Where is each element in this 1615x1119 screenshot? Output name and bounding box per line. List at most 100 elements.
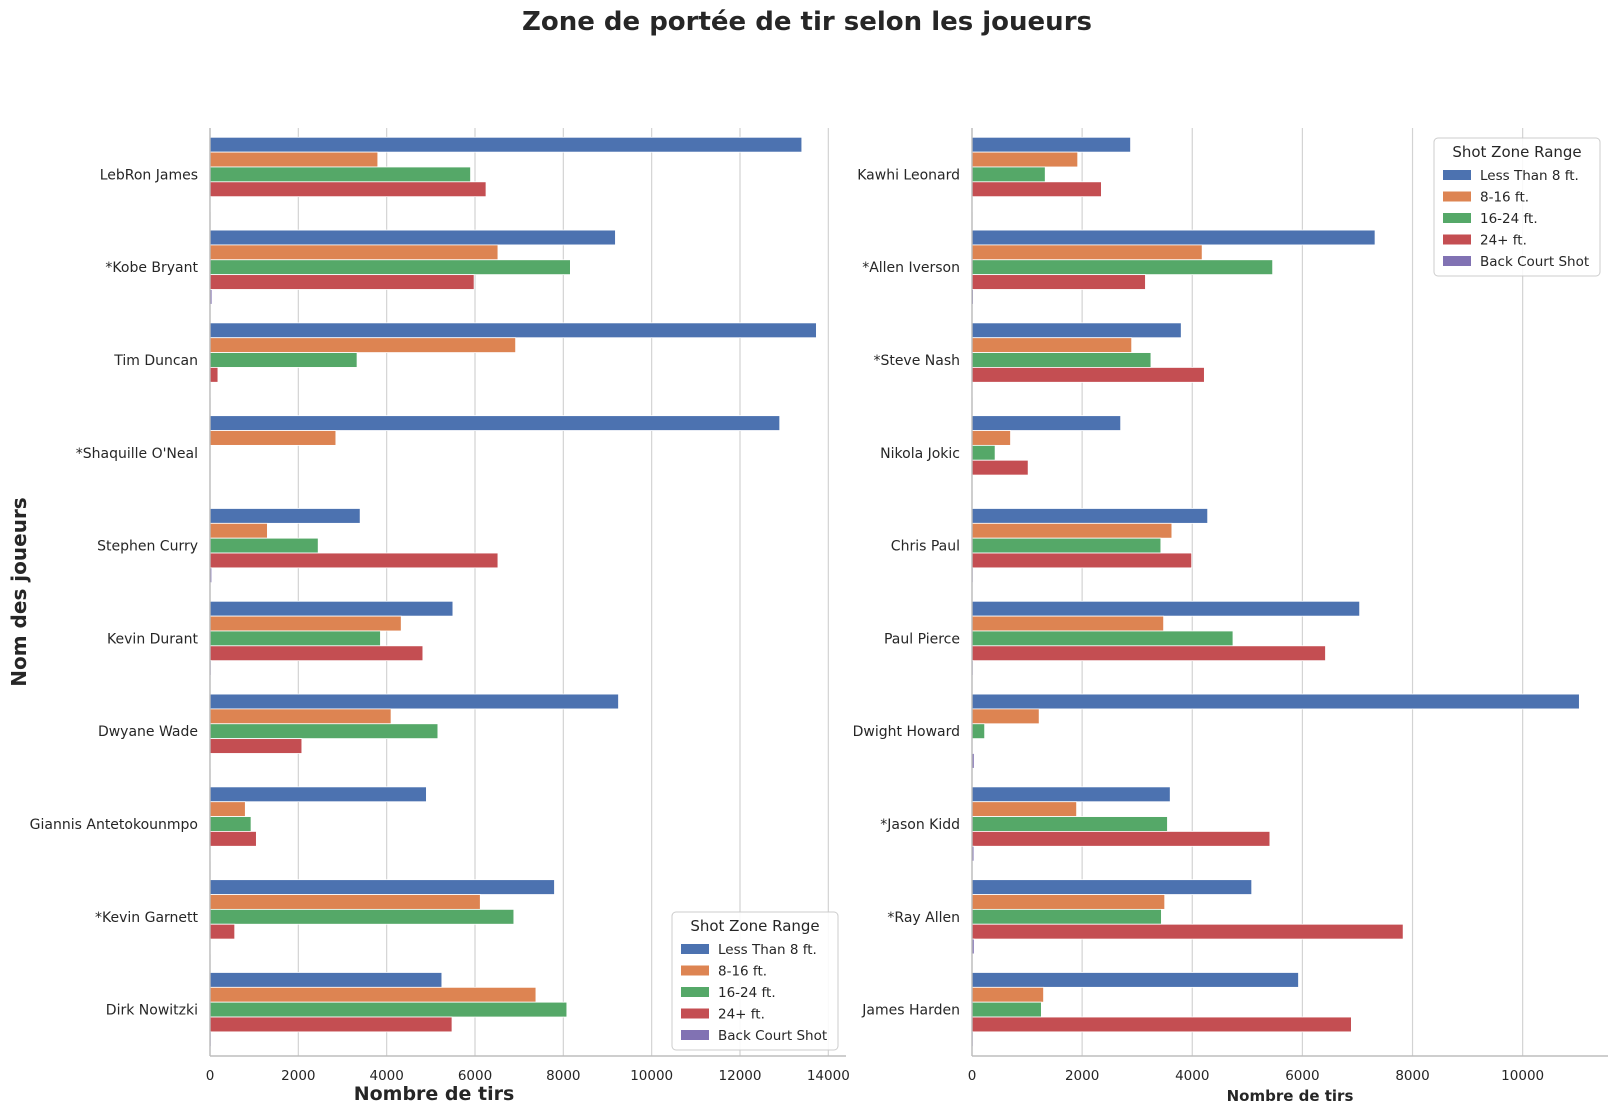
x-tick-label: 2000 — [1065, 1068, 1099, 1084]
bar-kevin-garnett-less-than-8-ft — [210, 880, 555, 895]
bar-lebron-james-8-16-ft — [210, 152, 378, 167]
bar-kevin-durant-16-24-ft — [210, 631, 380, 646]
bar-paul-pierce-less-than-8-ft — [972, 601, 1360, 616]
bar-allen-iverson-24-ft — [972, 275, 1145, 290]
bar-kobe-bryant-24-ft — [210, 275, 474, 290]
legend: Shot Zone Range Less Than 8 ft. 8-16 ft. 16… — [672, 912, 838, 1050]
bar-kawhi-leonard-less-than-8-ft — [972, 137, 1131, 152]
x-axis-title: Nombre de tirs — [354, 1083, 515, 1105]
bar-nikola-jokic-less-than-8-ft — [972, 416, 1121, 431]
bar-lebron-james-24-ft — [210, 182, 486, 197]
legend-swatch-16-24-ft — [1443, 213, 1471, 223]
bar-kevin-garnett-8-16-ft — [210, 895, 480, 910]
bar-stephen-curry-8-16-ft — [210, 523, 267, 538]
bar-kobe-bryant-16-24-ft — [210, 260, 570, 275]
legend-swatch-back-court-shot — [1443, 256, 1471, 266]
legend-swatch-16-24-ft — [681, 987, 709, 997]
x-tick-label: 0 — [968, 1068, 977, 1084]
bar-kawhi-leonard-24-ft — [972, 182, 1101, 197]
x-tick-label: 8000 — [1395, 1068, 1429, 1084]
bar-ray-allen-24-ft — [972, 924, 1403, 939]
bar-dirk-nowitzki-16-24-ft — [210, 1002, 567, 1017]
bar-nikola-jokic-16-24-ft — [972, 445, 995, 460]
bar-giannis-antetokounmpo-24-ft — [210, 831, 256, 846]
x-tick-label: 6000 — [1285, 1068, 1319, 1084]
bar-giannis-antetokounmpo-less-than-8-ft — [210, 787, 426, 802]
bar-dwight-howard-8-16-ft — [972, 709, 1039, 724]
y-tick-label: *Ray Allen — [887, 910, 960, 926]
bar-paul-pierce-8-16-ft — [972, 616, 1164, 631]
legend-swatch-8-16-ft — [681, 966, 709, 976]
y-tick-label: Dwight Howard — [853, 724, 960, 740]
legend-swatch-less-than-8-ft — [681, 944, 709, 954]
bar-james-harden-24-ft — [972, 1017, 1351, 1032]
legend-label-8-16-ft: 8-16 ft. — [718, 964, 767, 980]
bar-giannis-antetokounmpo-8-16-ft — [210, 802, 245, 817]
bar-dirk-nowitzki-less-than-8-ft — [210, 972, 442, 987]
bar-dwight-howard-less-than-8-ft — [972, 694, 1579, 709]
y-tick-label: LebRon James — [100, 167, 198, 183]
bar-steve-nash-24-ft — [972, 367, 1204, 382]
bar-shaquille-o-neal-8-16-ft — [210, 431, 336, 446]
bar-tim-duncan-24-ft — [210, 367, 218, 382]
bar-dirk-nowitzki-24-ft — [210, 1017, 452, 1032]
legend-label-24-ft: 24+ ft. — [718, 1007, 765, 1023]
legend-label-less-than-8-ft: Less Than 8 ft. — [718, 942, 817, 958]
bar-chris-paul-16-24-ft — [972, 538, 1161, 553]
bar-steve-nash-16-24-ft — [972, 353, 1151, 368]
legend-title: Shot Zone Range — [690, 917, 819, 935]
bar-kobe-bryant-less-than-8-ft — [210, 230, 615, 245]
bar-ray-allen-8-16-ft — [972, 895, 1165, 910]
legend-label-back-court-shot: Back Court Shot — [1480, 254, 1589, 270]
legend-label-back-court-shot: Back Court Shot — [718, 1028, 827, 1044]
bar-chris-paul-8-16-ft — [972, 523, 1172, 538]
bar-tim-duncan-8-16-ft — [210, 338, 516, 353]
bar-stephen-curry-less-than-8-ft — [210, 508, 360, 523]
bar-kawhi-leonard-16-24-ft — [972, 167, 1045, 182]
bar-paul-pierce-24-ft — [972, 646, 1326, 661]
bar-jason-kidd-8-16-ft — [972, 802, 1077, 817]
bar-nikola-jokic-24-ft — [972, 460, 1028, 475]
y-tick-label: *Kevin Garnett — [95, 910, 199, 926]
y-tick-label: Dwyane Wade — [98, 724, 198, 740]
legend-title: Shot Zone Range — [1452, 143, 1581, 161]
bar-jason-kidd-24-ft — [972, 831, 1270, 846]
bar-kawhi-leonard-8-16-ft — [972, 152, 1078, 167]
legend-swatch-back-court-shot — [681, 1030, 709, 1040]
bar-lebron-james-16-24-ft — [210, 167, 471, 182]
legend-label-less-than-8-ft: Less Than 8 ft. — [1480, 168, 1579, 184]
legend-label-8-16-ft: 8-16 ft. — [1480, 190, 1529, 206]
bar-ray-allen-less-than-8-ft — [972, 880, 1252, 895]
bar-kevin-durant-8-16-ft — [210, 616, 401, 631]
legend-swatch-less-than-8-ft — [1443, 170, 1471, 180]
chart-title: Zone de portée de tir selon les joueurs — [522, 7, 1092, 37]
bar-steve-nash-less-than-8-ft — [972, 323, 1181, 338]
bar-dwyane-wade-less-than-8-ft — [210, 694, 619, 709]
bar-dirk-nowitzki-8-16-ft — [210, 987, 536, 1002]
bar-allen-iverson-16-24-ft — [972, 260, 1273, 275]
bar-dwight-howard-16-24-ft — [972, 724, 985, 739]
bar-james-harden-8-16-ft — [972, 987, 1044, 1002]
legend-swatch-8-16-ft — [1443, 192, 1471, 202]
right-chart-panel: Kawhi Leonard*Allen Iverson*Steve NashNi… — [853, 128, 1608, 1105]
bar-dwyane-wade-8-16-ft — [210, 709, 391, 724]
y-tick-label: Dirk Nowitzki — [106, 1003, 198, 1019]
bar-kobe-bryant-8-16-ft — [210, 245, 498, 260]
legend-swatch-24-ft — [681, 1009, 709, 1019]
legend-label-16-24-ft: 16-24 ft. — [718, 985, 776, 1001]
y-tick-label: James Harden — [861, 1003, 960, 1019]
bar-jason-kidd-16-24-ft — [972, 817, 1167, 832]
y-tick-label: Giannis Antetokounmpo — [30, 817, 198, 833]
bar-giannis-antetokounmpo-16-24-ft — [210, 817, 251, 832]
bar-chris-paul-less-than-8-ft — [972, 508, 1208, 523]
y-tick-label: Stephen Curry — [97, 539, 198, 555]
y-tick-label: Nikola Jokic — [880, 446, 960, 462]
y-tick-label: Paul Pierce — [884, 631, 960, 647]
bar-dwyane-wade-24-ft — [210, 739, 302, 754]
legend-swatch-24-ft — [1443, 235, 1471, 245]
bar-allen-iverson-8-16-ft — [972, 245, 1202, 260]
bar-kevin-durant-24-ft — [210, 646, 423, 661]
y-tick-label: *Allen Iverson — [862, 260, 960, 276]
